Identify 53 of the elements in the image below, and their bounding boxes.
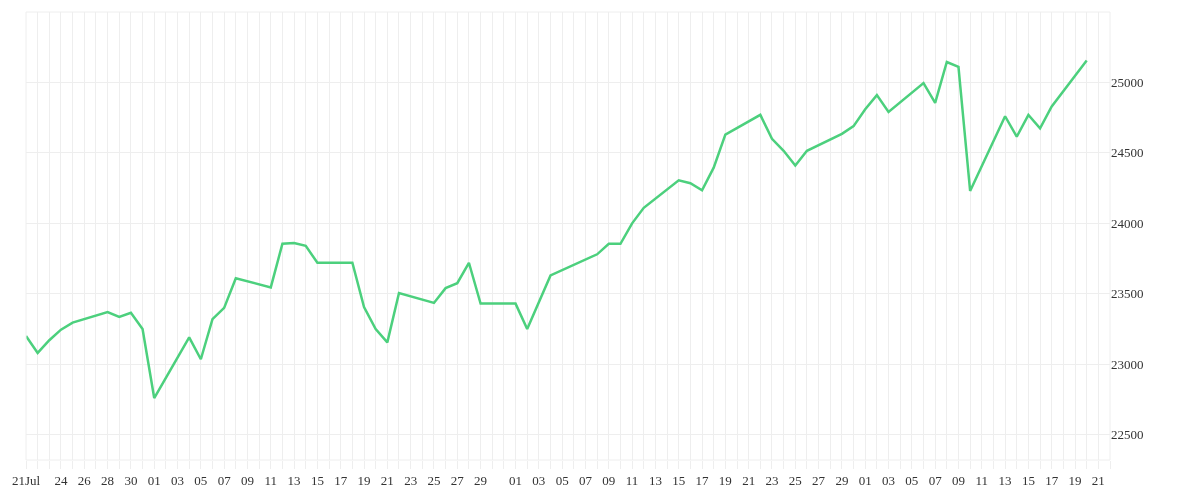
- y-tick-label: 25000: [1111, 74, 1144, 90]
- x-tick-label: 21: [1091, 472, 1105, 488]
- x-tick-label: 23: [404, 472, 418, 488]
- x-tick-label: 24: [54, 472, 68, 488]
- line-series: [26, 59, 1088, 400]
- x-tick-label: 11: [264, 472, 278, 488]
- x-tick-label: 09: [602, 472, 616, 488]
- x-tick-label: 11: [975, 472, 989, 488]
- x-tick-label: 21: [742, 472, 756, 488]
- x-tick-label: 17: [334, 472, 348, 488]
- x-tick-label: 05: [194, 472, 208, 488]
- x-tick-label: 15: [310, 472, 324, 488]
- x-tick-label: 09: [951, 472, 965, 488]
- y-tick-label: 23000: [1111, 356, 1144, 372]
- x-tick-label: 29: [835, 472, 849, 488]
- y-tick-label: 22500: [1111, 427, 1144, 443]
- x-tick-label: 23: [765, 472, 779, 488]
- x-tick-label: 01: [147, 472, 161, 488]
- x-tick-label: 13: [287, 472, 301, 488]
- x-tick-label: 19: [357, 472, 371, 488]
- y-tick-label: 24500: [1111, 145, 1144, 161]
- x-tick-label: 17: [695, 472, 710, 488]
- x-tick-label: 26: [77, 472, 92, 488]
- x-tick-label: 27: [812, 472, 826, 488]
- x-tick-label: 13: [998, 472, 1012, 488]
- x-tick-label: 25: [427, 472, 441, 488]
- x-tick-label: 07: [928, 472, 943, 488]
- x-tick-label: 19: [1068, 472, 1082, 488]
- x-tick-label: 19: [718, 472, 732, 488]
- x-tick-label: 03: [532, 472, 546, 488]
- x-tick-label: 27: [450, 472, 465, 488]
- x-tick-label: 28: [101, 472, 115, 488]
- x-tick-label: 13: [648, 472, 662, 488]
- x-tick-label: 07: [578, 472, 593, 488]
- x-tick-label: 30: [124, 472, 138, 488]
- x-tick-label: 15: [1021, 472, 1035, 488]
- y-tick-label: 24000: [1111, 215, 1144, 231]
- x-tick-label: 05: [905, 472, 919, 488]
- x-tick-label: 07: [217, 472, 232, 488]
- x-tick-label: 05: [555, 472, 569, 488]
- x-tick-label: 29: [474, 472, 488, 488]
- x-tick-label: 03: [171, 472, 185, 488]
- x-tick-label: 17: [1045, 472, 1059, 488]
- x-tick-label: 09: [240, 472, 254, 488]
- y-tick-label: 23500: [1111, 286, 1144, 302]
- x-tick-label: 15: [672, 472, 686, 488]
- x-tick-label: 01: [858, 472, 872, 488]
- x-tick-label: 25: [788, 472, 802, 488]
- x-tick-label: 21Jul: [11, 472, 41, 488]
- x-tick-label: 01: [509, 472, 523, 488]
- x-tick-label: 21: [380, 472, 394, 488]
- x-tick-label: 11: [625, 472, 639, 488]
- x-tick-label: 03: [882, 472, 896, 488]
